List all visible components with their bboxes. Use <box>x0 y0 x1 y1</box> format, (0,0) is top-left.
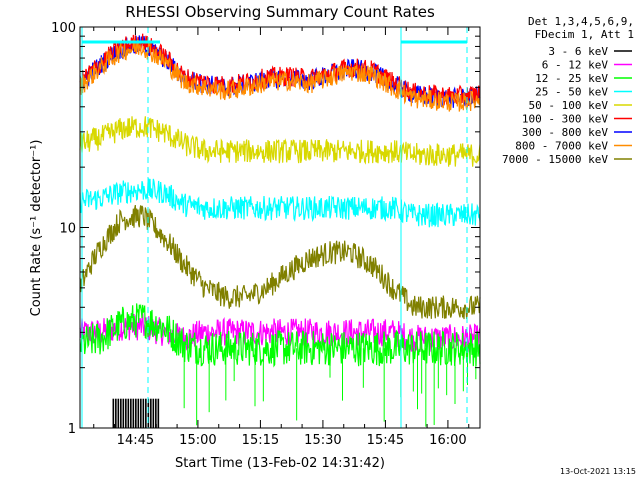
legend-item: 12 - 25 keV <box>535 72 632 85</box>
legend-item-label: 100 - 300 keV <box>522 113 608 126</box>
x-tick-label: 15:00 <box>179 433 216 448</box>
y-axis-ticks: 1 10 100 <box>51 21 480 437</box>
legend-item: 300 - 800 keV <box>522 126 632 139</box>
series-800-7000keV-line <box>79 39 481 112</box>
chart-title: RHESSI Observing Summary Count Rates <box>125 3 435 21</box>
y-tick-label: 1 <box>68 422 76 437</box>
x-tick-label: 15:30 <box>304 433 341 448</box>
y-tick-label: 10 <box>59 222 76 237</box>
series-50-100keV-line <box>79 116 481 167</box>
legend-item-label: 50 - 100 keV <box>529 99 609 112</box>
legend-item-label: 12 - 25 keV <box>535 72 608 85</box>
legend-header-line-1: Det 1,3,4,5,6,9, <box>528 15 634 28</box>
x-tick-label: 15:45 <box>367 433 404 448</box>
legend-item: 6 - 12 keV <box>542 59 632 72</box>
series-3-6keV-bars <box>112 398 160 428</box>
legend-item: 7000 - 15000 keV <box>502 153 632 166</box>
legend-item: 800 - 7000 keV <box>515 140 632 153</box>
series-25-50keV-line <box>79 178 481 228</box>
legend-item-label: 6 - 12 keV <box>542 59 609 72</box>
legend-item: 25 - 50 keV <box>535 86 632 99</box>
series-100-300keV-line <box>79 33 481 106</box>
plot-area <box>79 27 481 428</box>
y-axis-label: Count Rate (s⁻¹ detector⁻¹) <box>29 140 44 317</box>
x-tick-label: 14:45 <box>117 433 154 448</box>
x-axis-label: Start Time (13-Feb-02 14:31:42) <box>175 456 385 471</box>
footer-date: 13-Oct-2021 13:15 <box>560 467 636 476</box>
legend-item: 100 - 300 keV <box>522 113 632 126</box>
y-tick-label: 100 <box>51 21 76 36</box>
legend-item-label: 800 - 7000 keV <box>515 140 608 153</box>
series-7000-15000keV-line <box>79 204 481 320</box>
x-tick-label: 16:00 <box>429 433 466 448</box>
legend-item-label: 300 - 800 keV <box>522 126 608 139</box>
legend-item-label: 25 - 50 keV <box>535 86 608 99</box>
legend: Det 1,3,4,5,6,9, FDecim 1, Att 1 3 - 6 k… <box>502 15 634 166</box>
x-axis-ticks: 14:45 15:00 15:15 15:30 15:45 16:00 <box>93 27 470 448</box>
legend-item-label: 7000 - 15000 keV <box>502 153 608 166</box>
legend-item: 3 - 6 keV <box>548 45 632 58</box>
series-12-25keV-dropouts <box>183 348 477 427</box>
legend-header-line-2: FDecim 1, Att 1 <box>535 28 634 41</box>
legend-item-label: 3 - 6 keV <box>548 45 608 58</box>
legend-item: 50 - 100 keV <box>529 99 632 112</box>
x-tick-label: 15:15 <box>242 433 279 448</box>
